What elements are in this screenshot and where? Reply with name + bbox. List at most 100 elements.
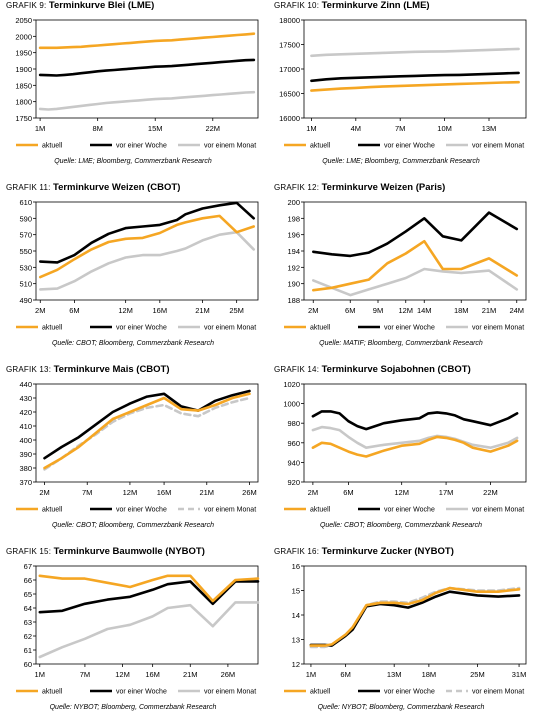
- x-tick-label: 16M: [145, 670, 160, 679]
- y-tick-label: 60: [24, 660, 32, 669]
- chart-title: GRAFIK 10: Terminkurve Zinn (LME): [274, 0, 430, 11]
- series-line-2: [38, 580, 260, 614]
- legend-label: vor einer Woche: [384, 143, 435, 150]
- y-tick-label: 18000: [279, 16, 300, 25]
- y-tick-label: 63: [24, 618, 32, 627]
- y-tick-label: 12: [292, 660, 300, 669]
- y-tick-label: 198: [287, 214, 300, 223]
- y-tick-label: 1900: [15, 65, 32, 74]
- x-tick-label: 26M: [221, 670, 236, 679]
- y-tick-label: 1800: [15, 98, 32, 107]
- chart-panel-8: GRAFIK 16: Terminkurve Zucker (NYBOT) 12 1…: [270, 546, 532, 718]
- chart-panel-1: GRAFIK 9: Terminkurve Blei (LME) 1750 1800…: [2, 0, 264, 172]
- chart-svg: 490 510 530 550 570 590 610 2M 6M 12M 16M 21M 25M akt…: [16, 198, 259, 332]
- x-tick-label: 1M: [306, 124, 316, 133]
- chart-title-text: Terminkurve Zucker (NYBOT): [321, 546, 454, 557]
- legend-label: aktuell: [42, 689, 63, 696]
- legend-label: aktuell: [310, 143, 331, 150]
- chart-title-text: Terminkurve Zinn (LME): [321, 0, 430, 11]
- chart-svg: 60 61 62 63 64 65 66 67 1M 7M 12M 16M 21M 26M aktuell v…: [16, 562, 260, 696]
- plot-frame: [35, 201, 259, 301]
- y-tick-label: 194: [287, 247, 300, 256]
- x-tick-label: 6M: [340, 670, 350, 679]
- y-tick-label: 17500: [279, 41, 300, 50]
- y-tick-label: 590: [19, 214, 32, 223]
- y-tick-label: 62: [24, 632, 32, 641]
- series-line-3: [38, 90, 256, 111]
- chart-title-prefix: GRAFIK 15:: [6, 547, 54, 556]
- series-line-3: [43, 396, 251, 471]
- y-tick-label: 920: [287, 478, 300, 487]
- chart-panel-4: GRAFIK 12: Terminkurve Weizen (Paris) 188…: [270, 182, 532, 354]
- y-tick-label: 490: [19, 296, 32, 305]
- legend-label: vor einem Monat: [472, 507, 524, 514]
- y-tick-label: 2000: [15, 32, 32, 41]
- legend-label: vor einem Monat: [472, 325, 524, 332]
- legend-label: vor einer Woche: [116, 507, 167, 514]
- series-line-2: [310, 71, 520, 83]
- chart-svg: 16000 16500 17000 17500 18000 1M 4M 7M 10M 13M akt…: [279, 16, 527, 150]
- x-tick-label: 26M: [242, 488, 257, 497]
- chart-panel-7: GRAFIK 15: Terminkurve Baumwolle (NYBOT)…: [2, 546, 264, 718]
- chart-title: GRAFIK 9: Terminkurve Blei (LME): [6, 0, 154, 11]
- chart-title-text: Terminkurve Weizen (Paris): [321, 182, 446, 193]
- series-line-1: [38, 32, 256, 50]
- y-tick-label: 440: [19, 380, 32, 389]
- y-tick-label: 64: [24, 604, 32, 613]
- chart-title-text: Terminkurve Mais (CBOT): [53, 364, 170, 375]
- chart-title-prefix: GRAFIK 12:: [274, 183, 322, 192]
- plot-frame: [35, 19, 259, 119]
- y-tick-label: 16000: [279, 114, 300, 123]
- y-tick-label: 940: [287, 458, 300, 467]
- legend-label: vor einer Woche: [384, 325, 435, 332]
- y-tick-label: 14: [292, 611, 300, 620]
- legend-label: vor einem Monat: [204, 325, 256, 332]
- x-tick-label: 2M: [308, 306, 318, 315]
- x-tick-label: 15M: [148, 124, 163, 133]
- y-tick-label: 510: [19, 280, 32, 289]
- chart-panel-6: GRAFIK 14: Terminkurve Sojabohnen (CBOT)…: [270, 364, 532, 536]
- x-tick-label: 12M: [398, 306, 413, 315]
- y-tick-label: 430: [19, 394, 32, 403]
- x-tick-label: 21M: [183, 670, 198, 679]
- y-tick-label: 610: [19, 198, 32, 207]
- x-tick-label: 1M: [306, 670, 316, 679]
- legend-label: vor einem Monat: [472, 143, 524, 150]
- x-tick-label: 7M: [80, 670, 90, 679]
- x-tick-label: 18M: [422, 670, 437, 679]
- y-tick-label: 16500: [279, 90, 300, 99]
- y-tick-label: 570: [19, 231, 32, 240]
- legend-label: vor einer Woche: [384, 507, 435, 514]
- chart-title: GRAFIK 11: Terminkurve Weizen (CBOT): [6, 182, 180, 193]
- legend-label: vor einem Monat: [204, 689, 256, 696]
- series-line-3: [38, 230, 255, 291]
- chart-source: Quelle: NYBOT; Bloomberg, Commerzbank Re…: [317, 704, 485, 711]
- y-tick-label: 67: [24, 562, 32, 571]
- plot-frame: [35, 565, 259, 665]
- series-line-2: [311, 211, 519, 258]
- x-tick-label: 8M: [92, 124, 102, 133]
- x-tick-label: 13M: [482, 124, 497, 133]
- chart-source: Quelle: LME; Bloomberg, Commerzbank Rese…: [54, 158, 212, 165]
- chart-title: GRAFIK 12: Terminkurve Weizen (Paris): [274, 182, 445, 193]
- chart-panel-5: GRAFIK 13: Terminkurve Mais (CBOT) 370 380…: [2, 364, 264, 536]
- chart-svg: 188 190 192 194 196 198 200 2M 6M 9M 12M 14M 18M 21M 2…: [284, 198, 527, 332]
- plot-frame: [35, 383, 259, 483]
- plot-frame: [303, 565, 527, 665]
- chart-title-prefix: GRAFIK 9:: [6, 1, 49, 10]
- legend-label: aktuell: [42, 325, 63, 332]
- series-line-1: [310, 80, 520, 92]
- x-tick-label: 2M: [308, 488, 318, 497]
- y-tick-label: 980: [287, 419, 300, 428]
- y-tick-label: 530: [19, 263, 32, 272]
- legend-label: vor einer Woche: [116, 689, 167, 696]
- chart-source: Quelle: CBOT; Bloomberg, Commerzbank Res…: [51, 522, 215, 529]
- chart-source: Quelle: CBOT; Bloomberg, Commerzbank Res…: [51, 340, 215, 347]
- x-tick-label: 12M: [123, 488, 138, 497]
- y-tick-label: 66: [24, 576, 32, 585]
- legend-label: vor einer Woche: [116, 325, 167, 332]
- y-tick-label: 65: [24, 590, 32, 599]
- legend-label: vor einem Monat: [204, 507, 256, 514]
- plot-frame: [303, 19, 527, 119]
- chart-title-text: Terminkurve Blei (LME): [48, 0, 155, 11]
